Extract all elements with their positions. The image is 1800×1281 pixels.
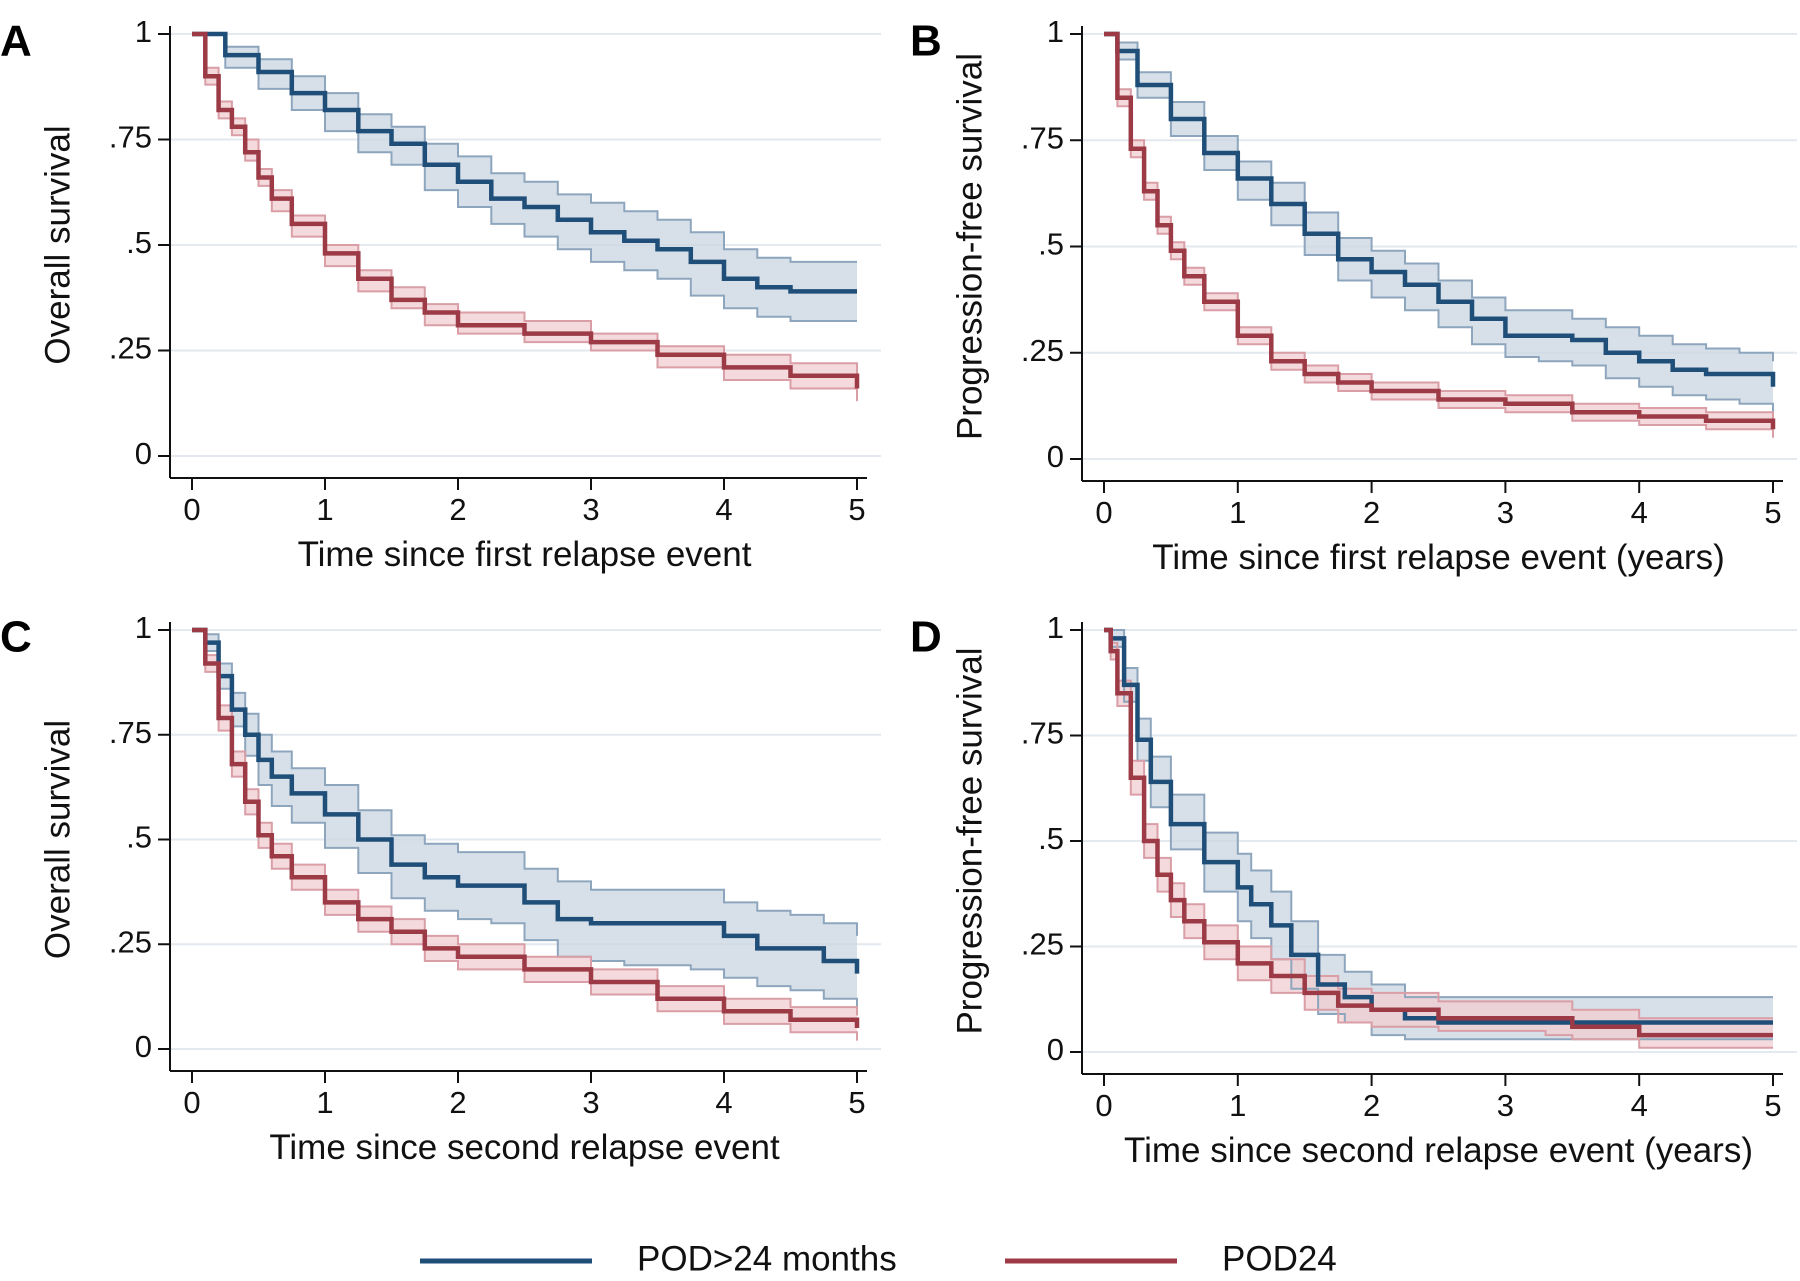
y-tick-label: .75 — [109, 715, 152, 750]
legend-label: POD>24 months — [637, 1239, 897, 1278]
y-tick-label: .75 — [1021, 716, 1064, 751]
ci-upper-pod-gt24 — [192, 33, 857, 263]
y-tick-label: .5 — [1038, 821, 1064, 856]
legend-label: POD24 — [1222, 1239, 1337, 1278]
y-tick-label: 0 — [1047, 439, 1064, 474]
series-line-pod24 — [1104, 627, 1773, 1038]
x-tick-label: 2 — [449, 492, 466, 527]
series-line-pod-gt24 — [192, 627, 860, 974]
y-tick-label: 0 — [135, 1029, 152, 1064]
x-axis-label: Time since second relapse event — [269, 1128, 780, 1167]
series-line-pod24 — [1104, 31, 1776, 430]
panel-letter: C — [0, 613, 32, 662]
series-line-pod-gt24 — [192, 31, 857, 294]
y-tick-label: .75 — [109, 120, 152, 155]
series-line-pod-gt24 — [1104, 627, 1773, 1025]
x-tick-label: 3 — [582, 1085, 599, 1120]
panel-d: D 0 .25 .5 .75 1 0 1 2 3 4 5 Time since second relap… — [910, 610, 1797, 1170]
x-tick-label: 1 — [316, 1085, 333, 1120]
x-tick-label: 3 — [1497, 495, 1514, 530]
y-tick-label: 1 — [135, 14, 152, 49]
y-tick-label: .5 — [126, 820, 152, 855]
x-tick-label: 5 — [1764, 495, 1781, 530]
y-tick-label: 1 — [1047, 610, 1064, 645]
y-tick-label: .25 — [109, 924, 152, 959]
panel-a: A 0 .25 .5 .75 1 0 1 2 3 4 5 Time since first relaps… — [0, 14, 881, 574]
x-tick-label: 3 — [582, 492, 599, 527]
y-tick-label: .5 — [126, 225, 152, 260]
x-tick-label: 1 — [1229, 495, 1246, 530]
x-tick-label: 5 — [848, 492, 865, 527]
x-axis-label: Time since first relapse event (years) — [1152, 538, 1725, 577]
y-tick-label: 0 — [135, 436, 152, 471]
y-axis-label: Overall survival — [38, 720, 77, 959]
x-tick-label: 0 — [183, 1085, 200, 1120]
ci-upper-pod-gt24 — [1104, 629, 1773, 999]
panel-letter: D — [910, 613, 942, 662]
x-tick-label: 0 — [1095, 495, 1112, 530]
y-tick-label: 1 — [1047, 14, 1064, 49]
x-tick-label: 2 — [449, 1085, 466, 1120]
x-tick-label: 4 — [1631, 495, 1648, 530]
y-tick-label: 1 — [135, 610, 152, 645]
series-line-pod-gt24 — [1104, 31, 1776, 387]
x-tick-label: 5 — [848, 1085, 865, 1120]
y-axis-label: Progression-free survival — [950, 647, 989, 1034]
x-tick-label: 4 — [715, 492, 732, 527]
y-axis-label: Overall survival — [38, 125, 77, 364]
x-axis-label: Time since first relapse event — [298, 535, 752, 574]
x-tick-label: 1 — [1229, 1088, 1246, 1123]
x-tick-label: 3 — [1497, 1088, 1514, 1123]
ci-band-pod-gt24 — [192, 630, 857, 1008]
ci-upper-pod-gt24 — [192, 629, 858, 936]
panel-letter: B — [910, 17, 942, 66]
legend: POD>24 months POD24 — [420, 1239, 1337, 1278]
ci-lower-pod24 — [192, 33, 858, 402]
y-tick-label: .75 — [1021, 120, 1064, 155]
y-tick-label: .25 — [109, 331, 152, 366]
y-tick-label: .5 — [1038, 227, 1064, 262]
y-axis-label: Progression-free survival — [950, 53, 989, 440]
x-tick-label: 0 — [183, 492, 200, 527]
x-tick-label: 1 — [316, 492, 333, 527]
x-tick-label: 2 — [1363, 1088, 1380, 1123]
ci-upper-pod-gt24 — [1104, 33, 1774, 362]
ci-lower-pod24 — [192, 629, 858, 1041]
panel-c: C 0 .25 .5 .75 1 0 1 2 3 4 5 Time since second relap… — [0, 610, 881, 1167]
y-tick-label: 0 — [1047, 1032, 1064, 1067]
x-tick-label: 2 — [1363, 495, 1380, 530]
y-tick-label: .25 — [1021, 927, 1064, 962]
x-axis-label: Time since second relapse event (years) — [1124, 1131, 1753, 1170]
x-tick-label: 4 — [715, 1085, 732, 1120]
ci-lower-pod24 — [1104, 33, 1774, 438]
panel-letter: A — [0, 17, 32, 66]
series-line-pod24 — [192, 31, 860, 389]
series-line-pod24 — [192, 627, 860, 1028]
panel-b: B 0 .25 .5 .75 1 0 1 2 3 4 5 Time since first relaps… — [910, 14, 1797, 577]
ci-lower-pod-gt24 — [192, 33, 857, 322]
ci-lower-pod24 — [1104, 629, 1773, 1049]
ci-band-pod-gt24 — [1104, 630, 1773, 1040]
x-tick-label: 4 — [1631, 1088, 1648, 1123]
x-tick-label: 0 — [1095, 1088, 1112, 1123]
x-tick-label: 5 — [1764, 1088, 1781, 1123]
y-tick-label: .25 — [1021, 333, 1064, 368]
